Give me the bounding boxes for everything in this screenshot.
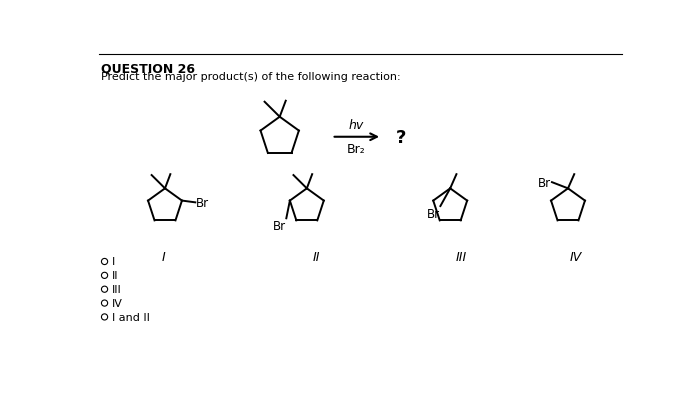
- Text: III: III: [112, 285, 122, 294]
- Text: I: I: [162, 250, 165, 263]
- Text: Predict the major product(s) of the following reaction:: Predict the major product(s) of the foll…: [102, 71, 401, 81]
- Text: ?: ?: [396, 128, 406, 146]
- Text: Br₂: Br₂: [347, 143, 366, 156]
- Text: II: II: [312, 250, 320, 263]
- Text: I: I: [112, 257, 116, 267]
- Text: Br: Br: [538, 176, 551, 189]
- Text: IV: IV: [112, 298, 123, 308]
- Text: QUESTION 26: QUESTION 26: [102, 62, 195, 75]
- Text: Br: Br: [272, 220, 286, 232]
- Text: Br: Br: [426, 207, 440, 220]
- Text: III: III: [456, 250, 467, 263]
- Text: I and II: I and II: [112, 312, 150, 322]
- Text: Br: Br: [196, 196, 209, 209]
- Text: hv: hv: [349, 119, 364, 132]
- Text: IV: IV: [570, 250, 582, 263]
- Text: II: II: [112, 271, 119, 281]
